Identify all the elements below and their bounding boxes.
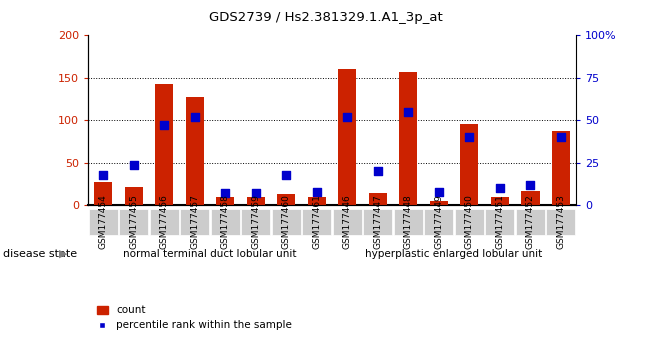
Bar [216,197,234,205]
Text: GSM177461: GSM177461 [312,194,321,249]
Point [251,190,261,196]
Text: GSM177452: GSM177452 [526,194,535,249]
Point [98,172,108,178]
Point [434,189,444,195]
Text: GSM177447: GSM177447 [373,194,382,249]
Bar [460,124,478,205]
Point [372,169,383,174]
Point [556,135,566,140]
Point [403,109,413,115]
Bar [155,84,173,205]
Bar [491,197,509,205]
Text: normal terminal duct lobular unit: normal terminal duct lobular unit [123,249,297,259]
Bar [124,187,143,205]
Text: GSM177454: GSM177454 [99,194,107,249]
Bar [338,69,357,205]
Bar [277,194,296,205]
Text: GSM177458: GSM177458 [221,194,230,249]
Text: GSM177451: GSM177451 [495,194,505,249]
Bar [399,72,417,205]
Bar [368,193,387,205]
Bar [551,131,570,205]
Bar [521,191,540,205]
Point [281,172,292,178]
Point [159,122,169,128]
Text: GSM177460: GSM177460 [282,194,291,249]
Point [189,114,200,120]
Text: ▶: ▶ [59,249,67,259]
Bar [430,201,448,205]
Point [220,190,230,196]
Text: GSM177455: GSM177455 [129,194,138,249]
Bar [94,182,113,205]
Text: GSM177457: GSM177457 [190,194,199,249]
Text: GSM177448: GSM177448 [404,194,413,249]
Point [128,162,139,167]
Point [464,135,475,140]
Point [342,114,352,120]
Text: GSM177459: GSM177459 [251,194,260,249]
Point [312,189,322,195]
Text: GSM177449: GSM177449 [434,194,443,249]
Text: hyperplastic enlarged lobular unit: hyperplastic enlarged lobular unit [365,249,543,259]
Text: GDS2739 / Hs2.381329.1.A1_3p_at: GDS2739 / Hs2.381329.1.A1_3p_at [208,11,443,24]
Bar [186,97,204,205]
Text: disease state: disease state [3,249,77,259]
Bar [247,197,265,205]
Bar [308,197,326,205]
Point [495,185,505,191]
Text: GSM177456: GSM177456 [159,194,169,249]
Text: GSM177450: GSM177450 [465,194,474,249]
Text: GSM177453: GSM177453 [557,194,565,249]
Legend: count, percentile rank within the sample: count, percentile rank within the sample [93,301,296,335]
Text: GSM177446: GSM177446 [343,194,352,249]
Point [525,182,536,188]
